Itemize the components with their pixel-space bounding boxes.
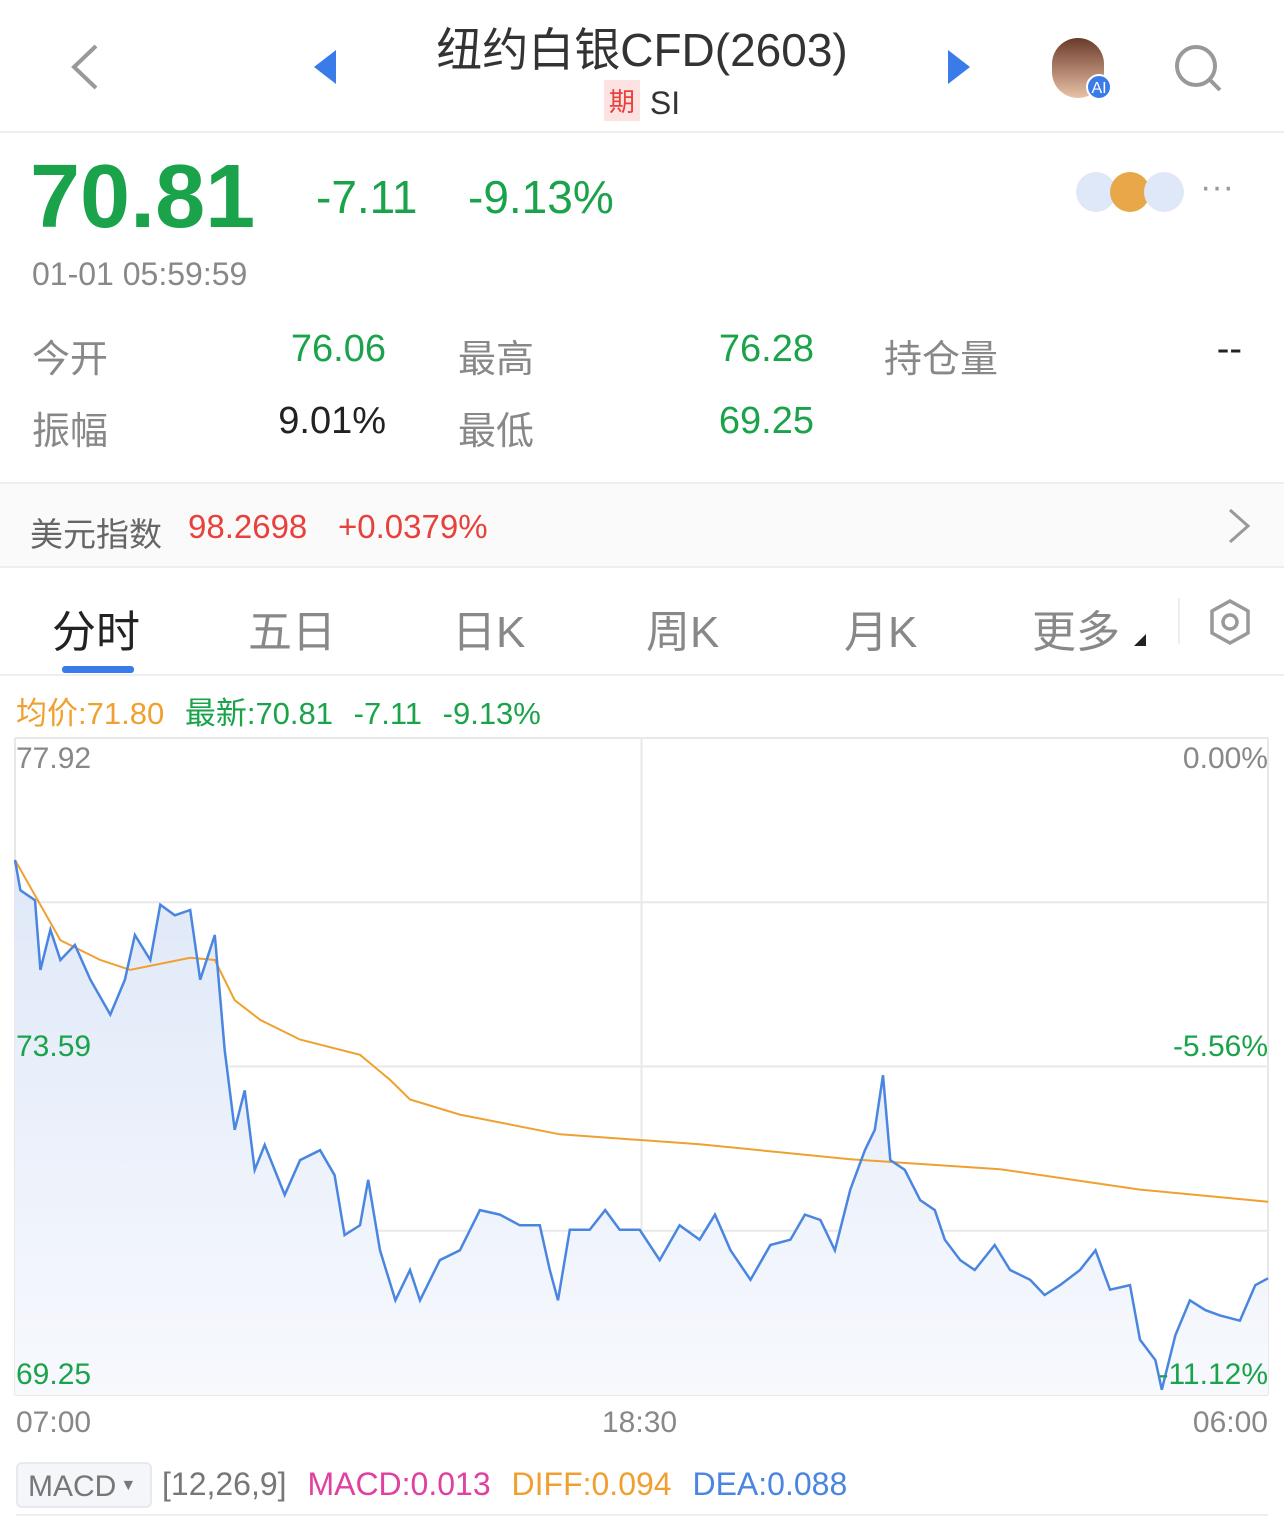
divider bbox=[0, 674, 1284, 676]
low-value: 69.25 bbox=[718, 400, 814, 442]
dea-value: DEA:0.088 bbox=[692, 1466, 848, 1502]
open-label: 今开 bbox=[32, 339, 109, 381]
tab-five-day[interactable]: 五日 bbox=[248, 608, 336, 657]
low-label: 最低 bbox=[458, 411, 535, 453]
dollar-index-value: 98.2698 bbox=[188, 508, 308, 545]
intraday-chart[interactable] bbox=[0, 0, 1284, 1440]
dropdown-triangle-icon bbox=[1134, 634, 1146, 646]
last-price-legend: 最新:70.81 bbox=[184, 696, 334, 731]
instrument-code: 期 SI bbox=[0, 80, 1284, 122]
y-tick-right-mid: -5.56% bbox=[1172, 1030, 1268, 1063]
y-tick-right-top: 0.00% bbox=[1182, 742, 1268, 775]
avg-price-legend: 均价:71.80 bbox=[16, 696, 165, 731]
y-tick-left-bottom: 69.25 bbox=[16, 1358, 92, 1391]
macd-panel-border bbox=[16, 1514, 1268, 1516]
ai-avatar[interactable]: AI bbox=[1052, 38, 1112, 100]
divider bbox=[0, 482, 1284, 484]
futures-badge: 期 bbox=[603, 80, 640, 121]
amplitude-label: 振幅 bbox=[32, 411, 109, 453]
macd-value: MACD:0.013 bbox=[307, 1466, 491, 1502]
y-tick-right-bottom: -11.12% bbox=[1158, 1358, 1268, 1391]
open-value: 76.06 bbox=[290, 328, 386, 370]
weibo-eye-icon bbox=[1076, 172, 1116, 212]
change-pct-legend: -9.13% bbox=[442, 696, 541, 731]
indicator-name: MACD bbox=[28, 1470, 117, 1503]
quote-time: 01-01 05:59:59 bbox=[32, 256, 248, 292]
price-change: -7.11 bbox=[316, 171, 418, 223]
search-icon[interactable] bbox=[1172, 42, 1226, 96]
ai-label: AI bbox=[1086, 74, 1112, 100]
prev-arrow-icon[interactable] bbox=[312, 50, 338, 84]
chart-legend: 均价:71.80 最新:70.81 -7.11 -9.13% bbox=[16, 688, 541, 733]
x-tick-end: 06:00 bbox=[1192, 1406, 1268, 1439]
chart-settings-icon[interactable] bbox=[1206, 598, 1254, 646]
user-avatar bbox=[1110, 172, 1150, 212]
divider bbox=[0, 566, 1284, 568]
x-tick-mid: 18:30 bbox=[602, 1406, 678, 1439]
more-icon[interactable]: ··· bbox=[1200, 168, 1234, 206]
indicator-selector[interactable]: MACD ▼ bbox=[16, 1462, 152, 1508]
high-label: 最高 bbox=[458, 339, 535, 381]
x-tick-start: 07:00 bbox=[16, 1406, 92, 1439]
page-title: 纽约白银CFD(2603) bbox=[436, 24, 848, 76]
dollar-index-change: +0.0379% bbox=[338, 508, 488, 545]
macd-params: [12,26,9] bbox=[162, 1466, 287, 1502]
header-divider bbox=[0, 131, 1284, 133]
divider bbox=[1178, 598, 1180, 644]
dollar-index-label: 美元指数 bbox=[30, 516, 162, 553]
change-legend: -7.11 bbox=[353, 696, 423, 731]
y-tick-left-top: 77.92 bbox=[16, 742, 92, 775]
weibo-eye-icon bbox=[1144, 172, 1184, 212]
high-value: 76.28 bbox=[718, 328, 814, 370]
price-area-fill bbox=[15, 860, 1268, 1395]
open-interest-value: -- bbox=[1216, 328, 1242, 370]
tab-daily-k[interactable]: 日K bbox=[452, 608, 526, 657]
tab-monthly-k[interactable]: 月K bbox=[844, 608, 918, 657]
dropdown-triangle-icon: ▼ bbox=[120, 1477, 137, 1494]
tab-weekly-k[interactable]: 周K bbox=[646, 608, 720, 657]
price-line bbox=[13, 859, 1269, 1391]
macd-legend: [12,26,9] MACD:0.013 DIFF:0.094 DEA:0.08… bbox=[162, 1466, 847, 1503]
open-interest-label: 持仓量 bbox=[884, 339, 999, 381]
tab-active-indicator bbox=[62, 666, 134, 673]
chevron-right-icon bbox=[1229, 508, 1251, 544]
avg-price-line bbox=[14, 859, 1269, 1203]
next-arrow-icon[interactable] bbox=[946, 50, 972, 84]
price-change-pct: -9.13% bbox=[468, 171, 614, 223]
y-tick-left-mid: 73.59 bbox=[16, 1030, 92, 1063]
diff-value: DIFF:0.094 bbox=[511, 1466, 672, 1502]
back-icon[interactable] bbox=[68, 42, 102, 92]
last-price: 70.81 bbox=[30, 147, 256, 247]
tab-intraday[interactable]: 分时 bbox=[52, 608, 140, 657]
amplitude-value: 9.01% bbox=[278, 400, 386, 442]
tab-more[interactable]: 更多 bbox=[1032, 608, 1120, 657]
dollar-index-row[interactable]: 美元指数 98.2698 +0.0379% bbox=[0, 484, 1284, 566]
community-avatars[interactable] bbox=[1076, 172, 1186, 212]
code-text: SI bbox=[649, 85, 681, 121]
